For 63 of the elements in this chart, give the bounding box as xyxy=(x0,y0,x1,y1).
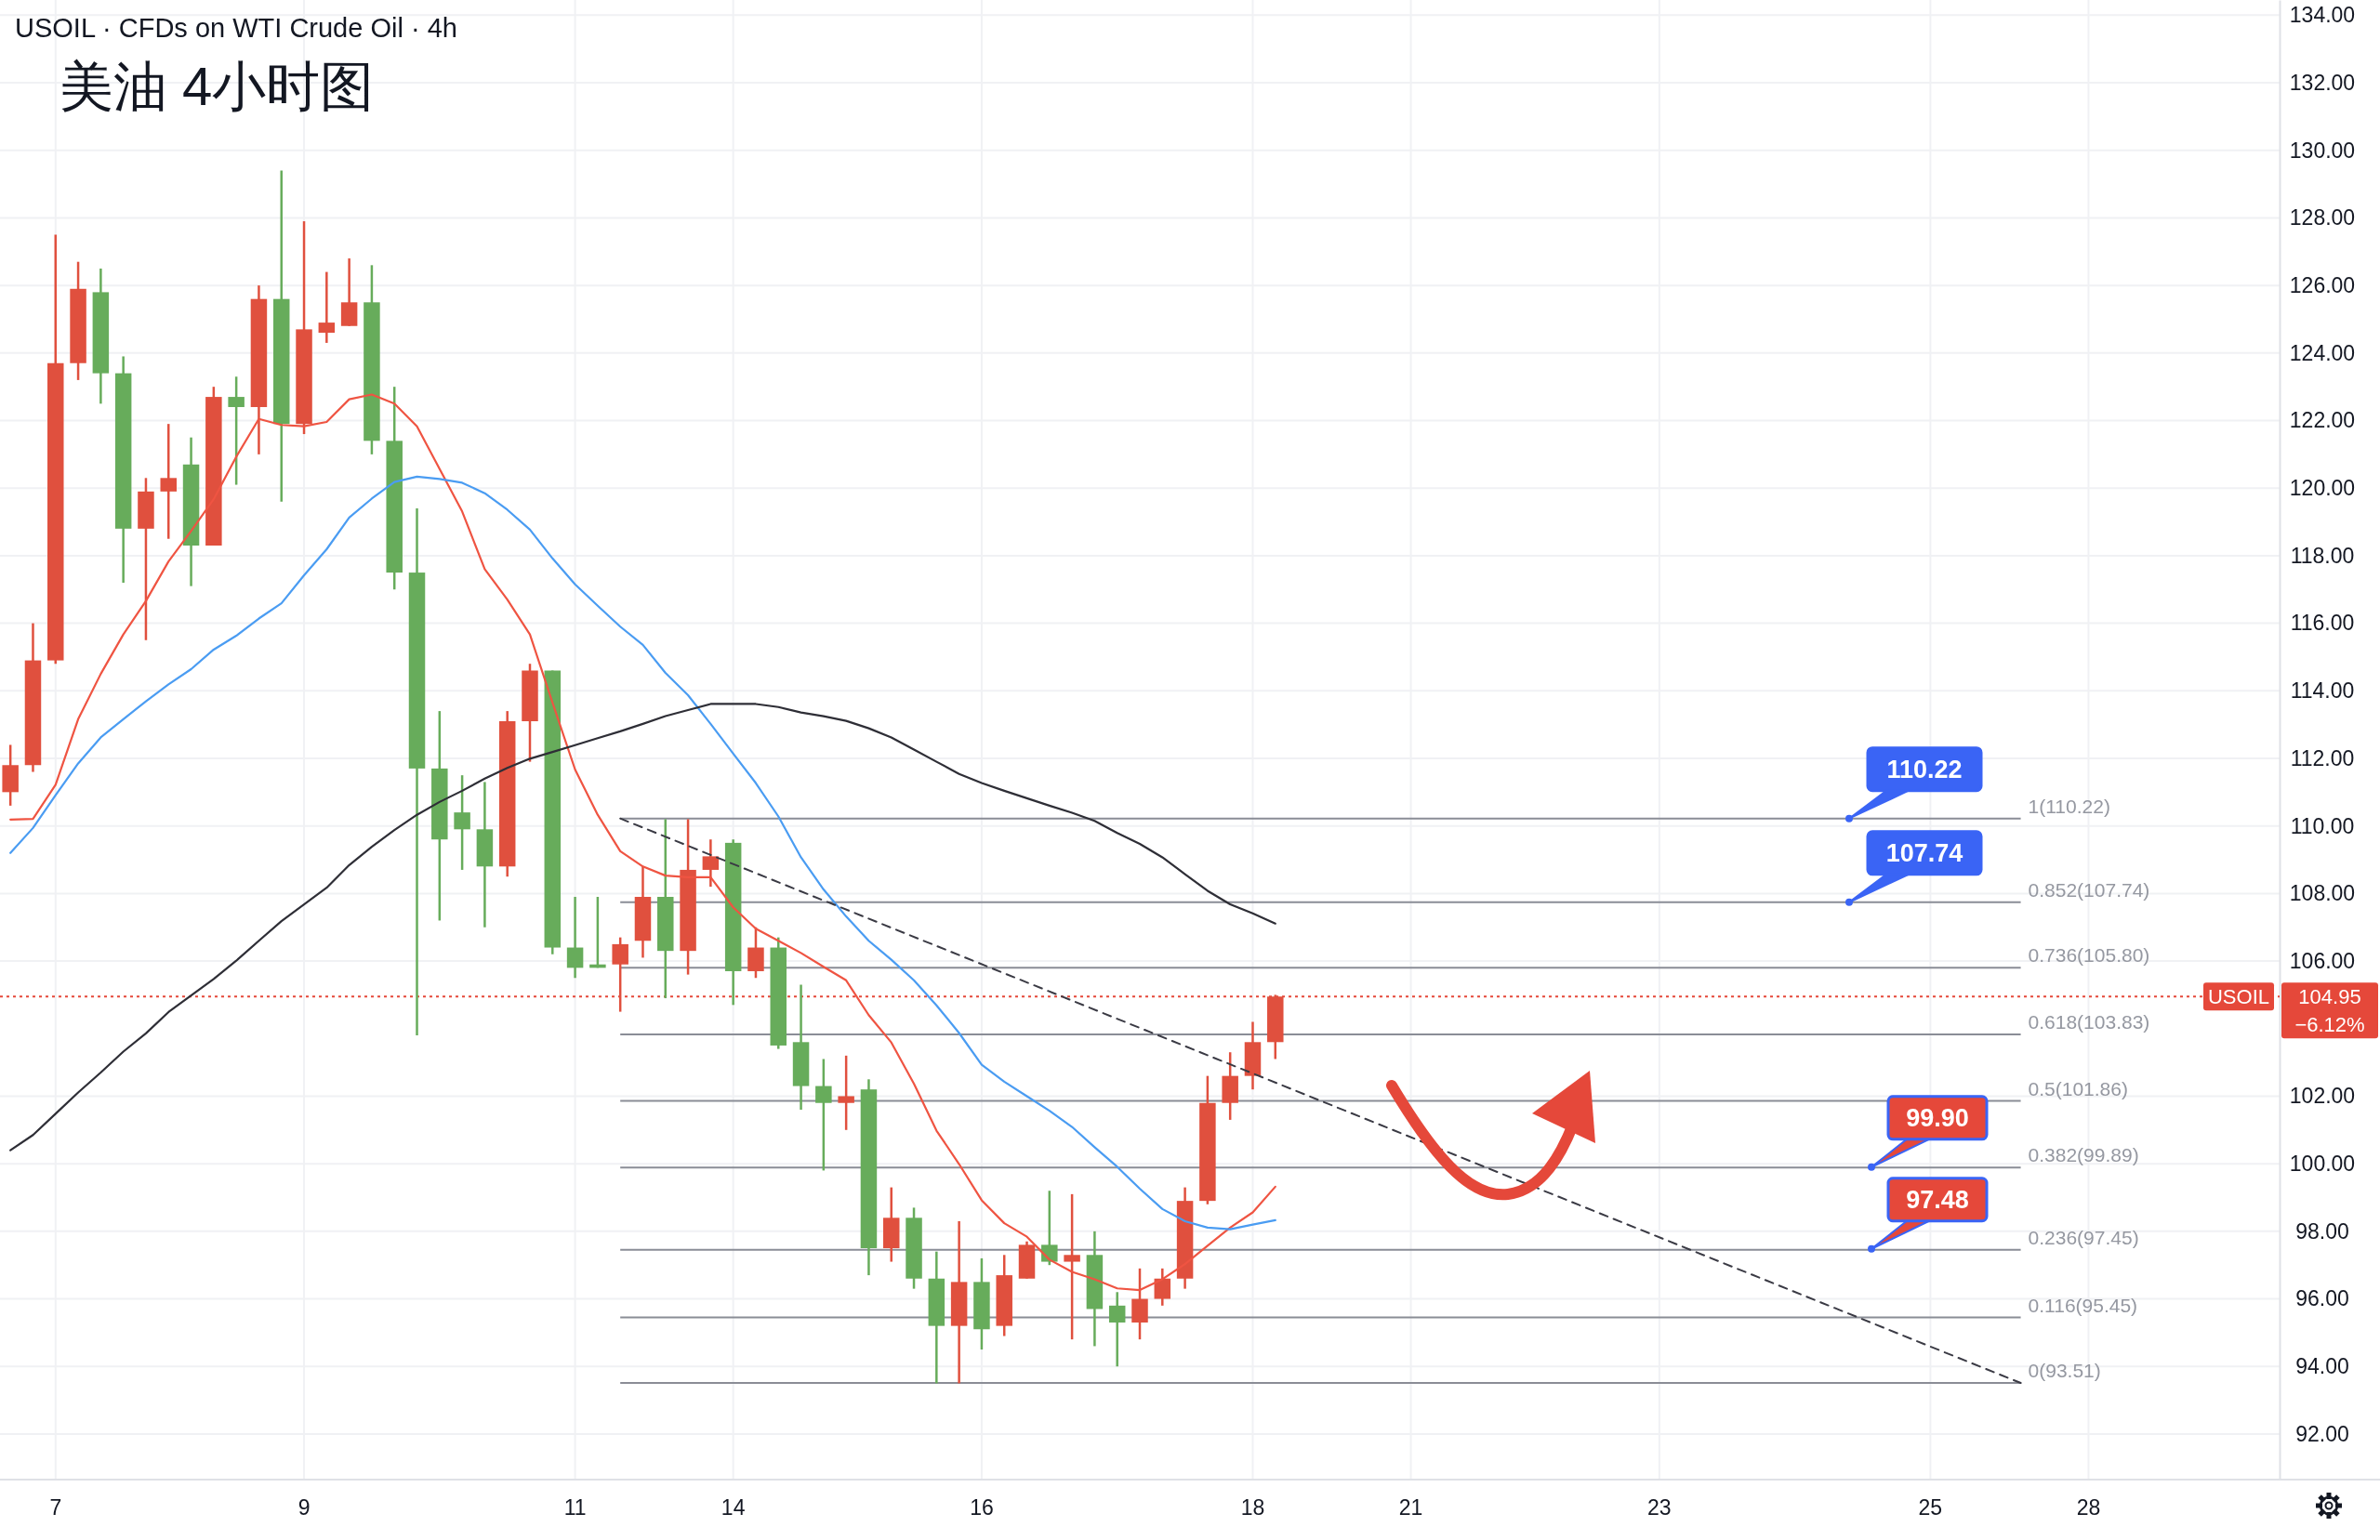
candlestick xyxy=(566,895,584,980)
line-series xyxy=(9,475,1276,1231)
y-tick-label: 126.00 xyxy=(2289,272,2356,297)
y-tick-label: 100.00 xyxy=(2289,1152,2356,1177)
y-tick-label: 120.00 xyxy=(2289,476,2356,501)
y-tick-label: 130.00 xyxy=(2289,138,2356,163)
candlestick xyxy=(1108,1291,1126,1368)
y-tick-label: 96.00 xyxy=(2295,1286,2349,1311)
annotation: 99.90 xyxy=(1906,1103,1969,1132)
y-tick-label: 116.00 xyxy=(2290,611,2355,636)
candlestick xyxy=(228,375,245,486)
y-tick-label: 94.00 xyxy=(2295,1354,2349,1379)
y-tick-label: 122.00 xyxy=(2289,408,2356,433)
x-tick-label: 9 xyxy=(298,1495,311,1520)
y-tick-label: 110.00 xyxy=(2290,813,2355,838)
text: USOIL · CFDs on WTI Crude Oil · 4h xyxy=(15,13,457,43)
ref-line-label: 0.236(97.45) xyxy=(2028,1226,2139,1248)
text: 美油 4小时图 xyxy=(60,56,375,116)
ref-line-label: 0(93.51) xyxy=(2028,1360,2101,1382)
candlestick xyxy=(1041,1189,1058,1267)
y-tick-label: 92.00 xyxy=(2295,1421,2349,1446)
y-tick-label: 106.00 xyxy=(2289,948,2356,973)
ref-line-label: 0.382(99.89) xyxy=(2028,1144,2139,1166)
y-tick-label: 108.00 xyxy=(2289,881,2356,906)
candlestick xyxy=(454,773,470,872)
y-tick-label: 118.00 xyxy=(2290,543,2355,568)
candlestick xyxy=(1154,1267,1171,1308)
line-series xyxy=(9,703,1276,1152)
y-tick-label: 102.00 xyxy=(2289,1084,2356,1109)
ref-line-label: USOIL xyxy=(2207,985,2270,1009)
annotation: 97.48 xyxy=(1906,1185,1969,1214)
x-tick-label: 7 xyxy=(49,1495,62,1520)
annotation: 110.22 xyxy=(1886,755,1963,783)
ref-line-label: 0.116(95.45) xyxy=(2028,1294,2138,1316)
ref-line-label: 0.5(101.86) xyxy=(2028,1077,2128,1099)
y-tick-label: 124.00 xyxy=(2289,340,2356,365)
candlestick xyxy=(815,1058,832,1172)
x-tick-label: 21 xyxy=(1398,1495,1423,1520)
ref-line-label: 0.736(105.80) xyxy=(2028,944,2150,967)
y-tick-label: 128.00 xyxy=(2289,205,2356,230)
x-tick-label: 16 xyxy=(970,1495,994,1520)
ref-line-label: 0.852(107.74) xyxy=(2028,878,2150,901)
x-tick-label: 11 xyxy=(563,1495,587,1520)
candlestick xyxy=(838,1054,854,1132)
x-tick-label: 23 xyxy=(1647,1495,1672,1520)
candlestick xyxy=(1064,1192,1080,1341)
candlestick xyxy=(160,422,177,540)
y-tick-label: 132.00 xyxy=(2289,70,2356,95)
candlestick xyxy=(702,837,720,888)
x-tick-label: 25 xyxy=(1918,1495,1943,1520)
text: −6.12% xyxy=(2294,1013,2365,1037)
ref-line-label: 1(110.22) xyxy=(2028,795,2110,817)
text: 104.95 xyxy=(2298,985,2361,1009)
y-tick-label: 134.00 xyxy=(2289,3,2356,28)
annotation: 107.74 xyxy=(1885,838,1964,867)
candlestick xyxy=(318,270,336,345)
x-tick-label: 14 xyxy=(721,1495,746,1520)
y-tick-label: 98.00 xyxy=(2295,1218,2349,1244)
ref-line-label: 0.618(103.83) xyxy=(2028,1010,2150,1033)
x-tick-label: 28 xyxy=(2076,1495,2101,1520)
y-tick-label: 114.00 xyxy=(2290,678,2355,704)
y-tick-label: 112.00 xyxy=(2290,745,2355,770)
x-tick-label: 18 xyxy=(1240,1495,1265,1520)
